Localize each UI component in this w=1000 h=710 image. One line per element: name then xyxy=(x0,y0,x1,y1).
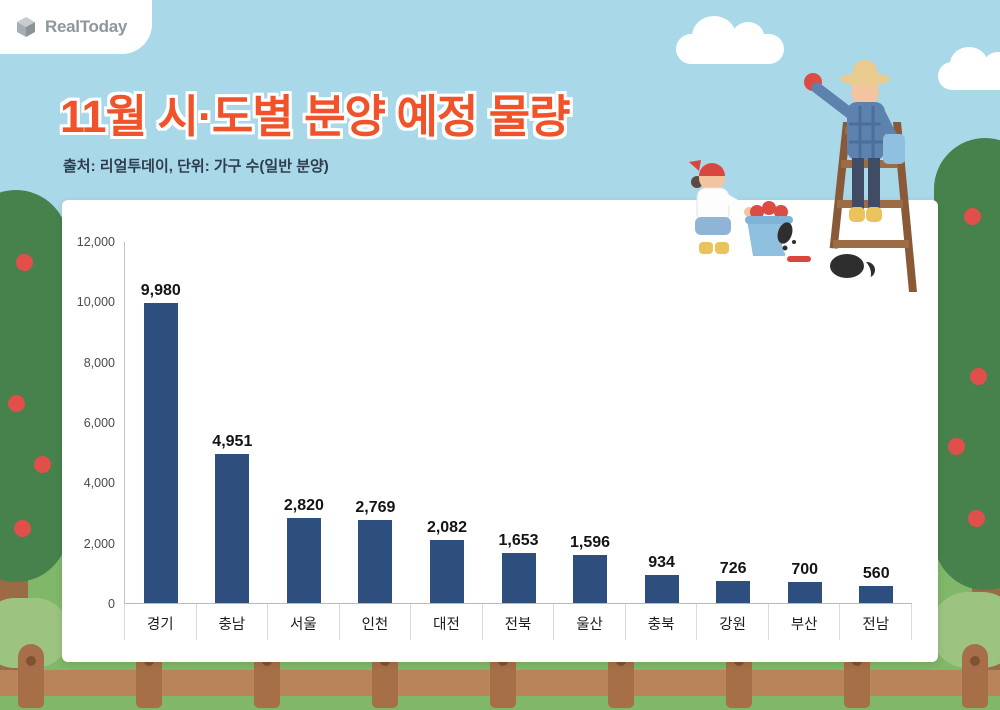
bar xyxy=(859,586,894,603)
x-axis-label: 대전 xyxy=(411,604,483,640)
bar-column-7: 1,596 xyxy=(554,242,626,603)
cloud xyxy=(938,47,1000,90)
apple-icon xyxy=(34,456,51,473)
x-axis-label: 강원 xyxy=(697,604,769,640)
bar-value-label: 560 xyxy=(862,565,890,583)
apple-picking-illustration xyxy=(689,60,917,301)
y-tick-label: 2,000 xyxy=(83,536,115,551)
x-axis-label: 서울 xyxy=(268,604,340,640)
fence-post xyxy=(962,644,988,708)
bar xyxy=(787,581,822,603)
bar-column-1: 9,980 xyxy=(125,242,197,603)
bar xyxy=(143,302,178,603)
bar-value-label: 2,082 xyxy=(426,519,467,537)
bar-value-label: 1,653 xyxy=(498,532,539,550)
bar-column-11: 560 xyxy=(840,242,912,603)
bar-column-8: 934 xyxy=(626,242,698,603)
y-tick-label: 4,000 xyxy=(83,476,115,491)
bar-column-6: 1,653 xyxy=(483,242,555,603)
x-axis-label: 경기 xyxy=(125,604,197,640)
cube-logo-icon xyxy=(17,17,35,37)
bar-column-10: 700 xyxy=(769,242,841,603)
bar-column-9: 726 xyxy=(697,242,769,603)
x-axis: 경기 충남 서울 인천 대전 전북 울산 충북 강원 부산 전남 xyxy=(124,604,913,640)
x-axis-label: 충북 xyxy=(626,604,698,640)
apple-icon xyxy=(968,510,985,527)
y-tick-label: 6,000 xyxy=(83,416,115,430)
y-axis: 0 2,000 4,000 6,000 8,000 10,000 12,000 xyxy=(66,235,124,611)
bar-value-label: 4,951 xyxy=(212,433,253,451)
page-title: 11월 시·도별 분양 예정 물량 xyxy=(60,91,571,142)
apple-icon xyxy=(970,368,987,385)
bar-value-label: 2,820 xyxy=(283,497,324,515)
x-axis-label: 부산 xyxy=(769,604,841,640)
bar xyxy=(644,574,679,603)
apple-tree-left xyxy=(0,190,80,582)
apple-icon xyxy=(964,208,981,225)
fence-post-dot xyxy=(26,656,36,666)
fence-post-dot xyxy=(970,656,980,666)
bar-column-3: 2,820 xyxy=(268,242,340,603)
plot-area: 9,980 4,951 2,820 2,769 2,082 1,653 1,596 934 72… xyxy=(124,242,912,604)
plot-wrap: 9,980 4,951 2,820 2,769 2,082 1,653 1,596 934 72… xyxy=(124,242,913,640)
bar-value-label: 1,596 xyxy=(570,534,611,551)
x-axis-label: 충남 xyxy=(197,604,269,640)
logo-text: RealToday xyxy=(45,17,128,36)
bar xyxy=(501,553,536,603)
source-note: 출처: 리얼투데이, 단위: 가구 수(일반 분양) xyxy=(63,158,329,175)
apple-icon xyxy=(8,395,25,412)
bar-column-4: 2,769 xyxy=(340,242,412,603)
x-axis-label: 전북 xyxy=(483,604,555,640)
x-axis-label: 전남 xyxy=(840,604,913,640)
apple-icon xyxy=(948,438,965,455)
x-axis-label: 울산 xyxy=(554,604,626,640)
bar xyxy=(429,540,464,603)
apple-icon xyxy=(14,520,31,537)
y-tick-label: 10,000 xyxy=(76,295,115,310)
y-tick-label: 0 xyxy=(108,597,115,611)
x-axis-label: 인천 xyxy=(340,604,412,640)
fence-post xyxy=(18,644,44,708)
bar-chart: 0 2,000 4,000 6,000 8,000 10,000 12,000 9,980 4… xyxy=(62,200,938,640)
bar-value-label: 726 xyxy=(719,560,747,578)
bar-value-label: 9,980 xyxy=(140,281,181,299)
bar-value-label: 2,769 xyxy=(355,498,396,516)
apple-icon xyxy=(36,320,53,337)
y-tick-label: 12,000 xyxy=(76,235,115,249)
bar-value-label: 934 xyxy=(648,553,675,571)
bar xyxy=(215,454,250,603)
realtoday-logo: RealToday xyxy=(0,0,152,54)
bar-value-label: 700 xyxy=(791,560,819,578)
bar xyxy=(358,519,393,603)
bar xyxy=(716,581,751,603)
bar xyxy=(286,518,321,603)
apple-icon xyxy=(16,254,33,271)
bar xyxy=(573,555,608,603)
bar-column-2: 4,951 xyxy=(197,242,269,603)
cloud xyxy=(676,16,784,64)
apple-tree-right xyxy=(922,138,1000,590)
y-tick-label: 8,000 xyxy=(83,355,115,370)
bar-column-5: 2,082 xyxy=(411,242,483,603)
apple-icon xyxy=(946,288,963,305)
